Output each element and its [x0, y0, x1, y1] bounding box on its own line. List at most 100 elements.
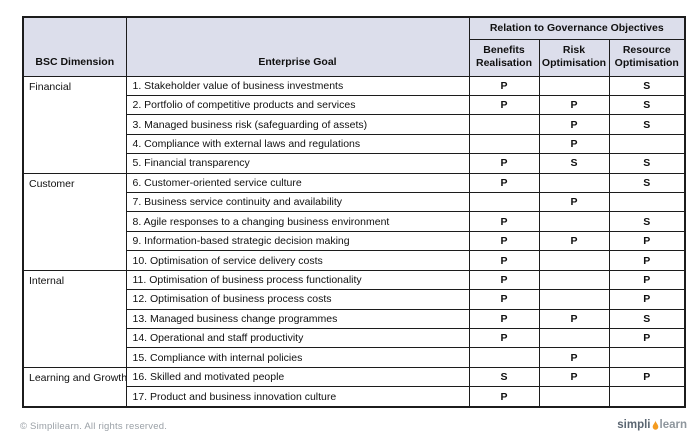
benefits-cell: P	[468, 211, 540, 232]
benefits-cell: P	[468, 308, 540, 329]
benefits-cell	[468, 133, 540, 155]
goal-cell: 10. Optimisation of service delivery cos…	[125, 250, 470, 271]
resource-cell: P	[608, 366, 686, 388]
resource-cell: P	[608, 327, 686, 349]
risk-cell	[538, 327, 610, 349]
table-row: 9. Information-based strategic decision …	[23, 230, 686, 252]
resource-cell	[608, 347, 686, 368]
dimension-cell: Customer	[22, 172, 127, 271]
goal-cell: 12. Optimisation of business process cos…	[125, 289, 470, 310]
risk-cell: P	[538, 114, 610, 135]
benefits-cell: P	[468, 269, 540, 291]
resource-cell: P	[608, 269, 686, 291]
risk-cell	[538, 250, 610, 271]
goal-cell: 3. Managed business risk (safeguarding o…	[125, 114, 470, 135]
risk-cell	[538, 172, 610, 194]
risk-cell: P	[538, 230, 610, 252]
goal-cell: 1. Stakeholder value of business investm…	[125, 75, 470, 96]
goal-cell: 4. Compliance with external laws and reg…	[125, 133, 470, 155]
resource-cell	[608, 192, 686, 213]
resource-cell: S	[608, 94, 686, 116]
goal-cell: 16. Skilled and motivated people	[125, 366, 470, 388]
benefits-cell: P	[468, 94, 540, 116]
risk-cell: S	[538, 153, 610, 174]
dimension-cell: Financial	[22, 75, 127, 174]
risk-cell: P	[538, 366, 610, 388]
benefits-cell: P	[468, 250, 540, 271]
benefits-cell	[468, 347, 540, 368]
flame-icon	[652, 420, 659, 431]
header-enterprise-goal: Enterprise Goal	[125, 16, 470, 77]
header-bsc-dimension: BSC Dimension	[22, 16, 127, 77]
resource-cell: S	[608, 114, 686, 135]
benefits-cell: P	[468, 172, 540, 194]
risk-cell	[538, 269, 610, 291]
table-row: Internal 11. Optimisation of business pro…	[22, 269, 686, 368]
resource-cell: S	[608, 211, 686, 232]
table-row: 12. Optimisation of business process cos…	[23, 289, 686, 310]
resource-cell: S	[608, 153, 686, 174]
benefits-cell	[468, 114, 540, 135]
header-col-resource: Resource Optimisation	[608, 38, 686, 77]
resource-cell: P	[608, 230, 686, 252]
goal-cell: 17. Product and business innovation cult…	[125, 386, 470, 408]
benefits-cell: P	[468, 327, 540, 349]
table-row: 10. Optimisation of service delivery cos…	[23, 250, 686, 271]
goal-cell: 14. Operational and staff productivity	[125, 327, 470, 349]
table-row: 14. Operational and staff productivity P P	[23, 327, 686, 349]
simplilearn-logo: simpli learn	[617, 418, 687, 432]
benefits-cell	[468, 192, 540, 213]
goal-cell: 9. Information-based strategic decision …	[125, 230, 470, 252]
table-row: 15. Compliance with internal policies P	[23, 347, 686, 368]
table-row: 17. Product and business innovation cult…	[23, 386, 686, 408]
resource-cell: S	[608, 308, 686, 329]
table-row: 3. Managed business risk (safeguarding o…	[23, 114, 686, 135]
table-row: Financial 1. Stakeholder value of busines…	[22, 75, 686, 174]
goal-cell: 11. Optimisation of business process fun…	[125, 269, 470, 291]
goal-cell: 7. Business service continuity and avail…	[125, 192, 470, 213]
benefits-cell: P	[468, 386, 540, 408]
risk-cell: P	[538, 308, 610, 329]
goal-cell: 2. Portfolio of competitive products and…	[125, 94, 470, 116]
benefits-cell: P	[468, 153, 540, 174]
goal-cell: 15. Compliance with internal policies	[125, 347, 470, 368]
benefits-cell: P	[468, 230, 540, 252]
table-row: 8. Agile responses to a changing busines…	[23, 211, 686, 232]
resource-cell: P	[608, 250, 686, 271]
risk-cell	[538, 211, 610, 232]
dimension-cell: Learning and Growth	[22, 366, 127, 408]
resource-cell: P	[608, 289, 686, 310]
risk-cell: P	[538, 192, 610, 213]
header-col-risk: Risk Optimisation	[538, 38, 610, 77]
goal-cell: 13. Managed business change programmes	[125, 308, 470, 329]
logo-text-simpli: simpli	[617, 419, 651, 431]
header-governance-group: Relation to Governance Objectives	[468, 16, 686, 40]
resource-cell	[608, 133, 686, 155]
table-row: Customer 6. Customer-oriented service cul…	[22, 172, 686, 271]
resource-cell: S	[608, 75, 686, 96]
header-row-top: BSC Dimension Enterprise Goal Relation t…	[22, 16, 686, 77]
table-row: 2. Portfolio of competitive products and…	[23, 94, 686, 116]
dimension-cell: Internal	[22, 269, 127, 368]
logo-text-learn: learn	[659, 419, 688, 431]
risk-cell	[538, 75, 610, 96]
benefits-cell: S	[468, 366, 540, 388]
header-row-sub: Benefits Realisation Risk Optimisation Res…	[23, 38, 686, 77]
risk-cell	[538, 386, 610, 408]
governance-objectives-table: BSC Dimension Enterprise Goal Relation t…	[22, 16, 687, 408]
copyright-text: © Simplilearn. All rights reserved.	[20, 421, 168, 432]
table-row: Learning and Growth 16. Skilled and motiv…	[22, 366, 686, 408]
risk-cell: P	[538, 133, 610, 155]
header-col-benefits: Benefits Realisation	[468, 38, 540, 77]
benefits-cell: P	[468, 75, 540, 96]
risk-cell	[538, 289, 610, 310]
table-row: 5. Financial transparency P S S	[23, 153, 686, 174]
table-row: 7. Business service continuity and avail…	[23, 192, 686, 213]
goal-cell: 8. Agile responses to a changing busines…	[125, 211, 470, 232]
resource-cell	[608, 386, 686, 408]
goal-cell: 5. Financial transparency	[125, 153, 470, 174]
table-row: 13. Managed business change programmes P P…	[23, 308, 686, 329]
benefits-cell: P	[468, 289, 540, 310]
resource-cell: S	[608, 172, 686, 194]
